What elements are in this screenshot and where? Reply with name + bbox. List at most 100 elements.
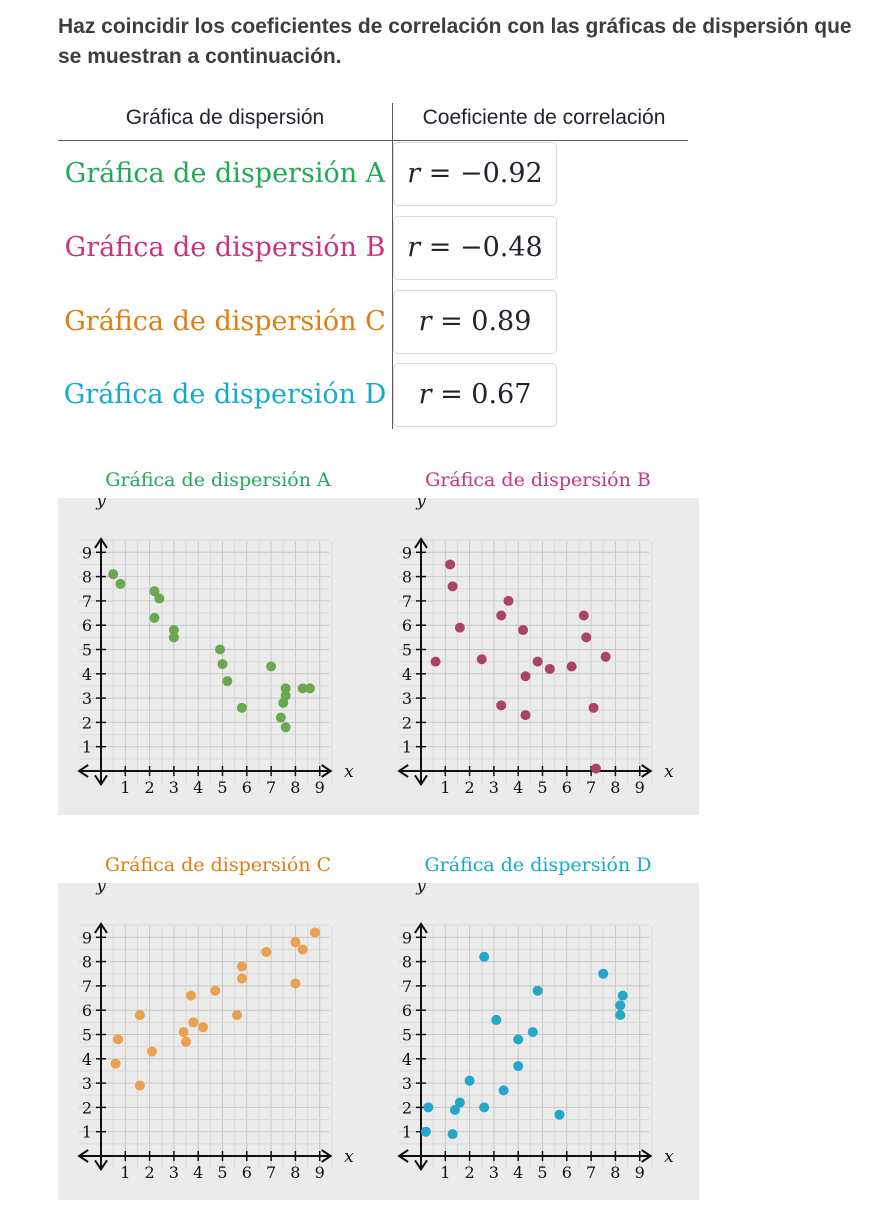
data-point (479, 1102, 490, 1113)
card-value: = −0.92 (428, 158, 543, 189)
y-tick-label: 2 (402, 1098, 412, 1117)
coefficient-card-1[interactable]: r = −0.92 (393, 142, 557, 206)
data-point (447, 1129, 458, 1140)
x-tick-label: 1 (120, 1163, 130, 1182)
data-point (520, 671, 531, 682)
x-tick-label: 8 (290, 1163, 300, 1182)
data-point (134, 1080, 145, 1091)
y-tick-label: 3 (82, 689, 92, 708)
x-tick-label: 9 (315, 778, 325, 797)
y-axis-label: y (95, 883, 106, 896)
x-tick-label: 3 (489, 778, 499, 797)
data-point (181, 1036, 192, 1047)
column-divider (392, 103, 393, 429)
data-point (188, 1017, 199, 1028)
x-tick-label: 2 (465, 1163, 475, 1182)
data-point (134, 1010, 145, 1021)
card-variable: r (418, 306, 432, 337)
data-point (168, 632, 179, 643)
plot-title-a: Gráfica de dispersión A (105, 469, 331, 491)
plot-title-d: Gráfica de dispersión D (424, 854, 652, 876)
axis-arrow-icon (94, 922, 108, 934)
card-variable: r (418, 379, 432, 410)
data-point (210, 985, 221, 996)
x-tick-label: 6 (562, 778, 572, 797)
data-point (615, 1000, 626, 1011)
x-tick-label: 4 (513, 1163, 523, 1182)
y-axis-label: y (415, 883, 426, 896)
card-variable: r (407, 158, 421, 189)
x-axis-label: x (344, 762, 354, 782)
header-correlation-coefficient: Coeficiente de correlación (422, 106, 666, 129)
x-tick-label: 4 (193, 778, 203, 797)
data-point (178, 1027, 189, 1038)
data-point (532, 985, 543, 996)
x-tick-label: 4 (193, 1163, 203, 1182)
data-point (215, 644, 226, 655)
x-axis-label: x (664, 1147, 674, 1167)
x-tick-label: 8 (610, 778, 620, 797)
card-variable: r (407, 232, 421, 263)
y-tick-label: 1 (402, 1123, 412, 1142)
data-point (154, 593, 165, 604)
axis-arrow-icon (641, 764, 653, 778)
axis-arrow-icon (414, 774, 428, 787)
y-tick-label: 4 (402, 1050, 412, 1069)
x-tick-label: 7 (586, 1163, 596, 1182)
axis-arrow-icon (77, 1149, 89, 1163)
data-point (217, 659, 228, 670)
data-point (498, 1085, 509, 1096)
data-point (297, 944, 308, 955)
y-tick-label: 9 (402, 928, 412, 947)
x-tick-label: 1 (120, 778, 130, 797)
plots-panel-top (58, 498, 699, 815)
axis-arrow-icon (77, 764, 89, 778)
axis-arrow-icon (414, 537, 428, 549)
data-point (544, 663, 555, 674)
y-tick-label: 2 (82, 1098, 92, 1117)
y-tick-label: 7 (82, 977, 92, 996)
data-point (168, 625, 179, 636)
data-point (420, 1126, 431, 1137)
data-point (527, 1027, 538, 1038)
data-point (261, 946, 272, 957)
card-value: = 0.89 (440, 306, 532, 337)
y-tick-label: 1 (82, 738, 92, 757)
y-tick-label: 5 (82, 1026, 92, 1045)
x-axis-label: x (344, 1147, 354, 1167)
x-tick-label: 6 (562, 1163, 572, 1182)
data-point (598, 968, 609, 979)
data-point (513, 1034, 524, 1045)
axis-arrow-icon (94, 1159, 108, 1172)
row-label-b: Gráfica de dispersión B (64, 232, 386, 263)
data-point (518, 625, 529, 636)
data-point (309, 927, 320, 938)
y-tick-label: 4 (402, 665, 412, 684)
coefficient-card-4[interactable]: r = 0.67 (393, 363, 557, 427)
data-point (615, 1010, 626, 1021)
data-point (476, 654, 487, 665)
y-tick-label: 8 (402, 568, 412, 587)
y-tick-label: 4 (82, 1050, 92, 1069)
question-prompt: Haz coincidir los coeficientes de correl… (58, 15, 852, 68)
data-point (266, 661, 277, 672)
data-point (290, 978, 301, 989)
coefficient-card-3[interactable]: r = 0.89 (393, 290, 557, 354)
data-point (447, 581, 458, 592)
coefficient-card-2[interactable]: r = −0.48 (393, 216, 557, 280)
axis-arrow-icon (641, 1149, 653, 1163)
axis-arrow-icon (94, 537, 108, 549)
y-tick-label: 4 (82, 665, 92, 684)
data-point (590, 763, 601, 774)
plot-title-b: Gráfica de dispersión B (425, 469, 651, 491)
data-point (198, 1022, 209, 1033)
x-tick-label: 5 (217, 1163, 227, 1182)
data-point (236, 973, 247, 984)
x-tick-label: 8 (610, 1163, 620, 1182)
data-point (588, 702, 599, 713)
data-point (297, 683, 308, 694)
data-point (617, 990, 628, 1001)
header-scatter-plot: Gráfica de dispersión (125, 106, 325, 129)
